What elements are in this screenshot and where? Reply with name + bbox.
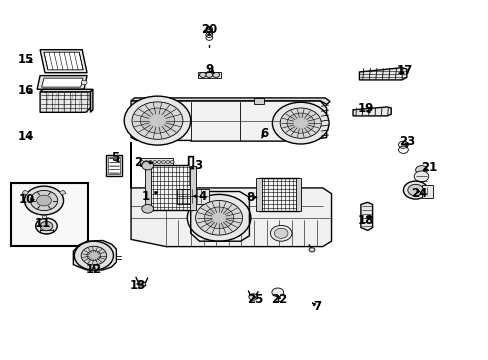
Bar [144, 166, 150, 210]
Polygon shape [73, 240, 116, 270]
Bar [255, 178, 261, 211]
Text: 20: 20 [201, 23, 217, 36]
Circle shape [403, 181, 427, 199]
Bar [177, 189, 209, 204]
Polygon shape [131, 142, 331, 247]
Circle shape [81, 80, 87, 85]
Circle shape [124, 96, 190, 145]
Bar [59, 190, 66, 195]
Text: 4: 4 [199, 190, 206, 203]
Text: 3: 3 [194, 159, 202, 172]
Circle shape [407, 184, 423, 196]
Circle shape [24, 186, 63, 215]
Circle shape [40, 221, 53, 231]
Circle shape [187, 194, 250, 241]
Polygon shape [131, 101, 326, 141]
Bar [197, 72, 221, 78]
Circle shape [270, 225, 291, 241]
Circle shape [81, 246, 106, 265]
Polygon shape [37, 76, 87, 89]
Circle shape [138, 282, 145, 287]
Circle shape [142, 161, 153, 170]
Polygon shape [359, 68, 406, 80]
Polygon shape [131, 98, 329, 104]
Text: 9: 9 [205, 63, 213, 76]
Circle shape [170, 161, 174, 163]
Text: 2: 2 [134, 156, 142, 169]
Polygon shape [360, 202, 372, 230]
Text: 17: 17 [396, 64, 412, 77]
Circle shape [204, 207, 233, 229]
Circle shape [195, 201, 242, 235]
Text: 15: 15 [17, 53, 34, 66]
Text: 13: 13 [129, 279, 146, 292]
Polygon shape [40, 89, 93, 92]
Circle shape [415, 166, 427, 174]
Bar [189, 166, 195, 210]
Text: 19: 19 [357, 102, 373, 115]
Bar [146, 166, 193, 210]
Polygon shape [40, 50, 87, 73]
Circle shape [37, 195, 51, 206]
Circle shape [30, 190, 58, 211]
Circle shape [157, 161, 161, 163]
Bar [296, 178, 301, 211]
Text: 5: 5 [111, 151, 119, 164]
Bar [258, 178, 298, 211]
Circle shape [132, 102, 183, 139]
Bar [254, 98, 264, 104]
Circle shape [212, 72, 219, 77]
Circle shape [272, 102, 328, 144]
Bar [41, 215, 46, 218]
Bar [106, 155, 122, 176]
Polygon shape [44, 52, 83, 70]
Bar [422, 185, 432, 198]
Bar [22, 190, 29, 195]
Polygon shape [40, 92, 90, 112]
Text: 6: 6 [260, 127, 267, 140]
Circle shape [280, 108, 321, 138]
Circle shape [205, 72, 212, 77]
Text: 1: 1 [142, 190, 149, 203]
Text: 22: 22 [271, 293, 287, 306]
Circle shape [74, 241, 113, 270]
Text: 12: 12 [85, 263, 102, 276]
Bar [140, 158, 173, 166]
Circle shape [153, 161, 157, 163]
Circle shape [144, 161, 148, 163]
Text: 21: 21 [420, 161, 437, 174]
Circle shape [308, 248, 314, 252]
Circle shape [161, 161, 165, 163]
Text: 24: 24 [410, 187, 427, 200]
Circle shape [286, 113, 314, 133]
Polygon shape [90, 89, 93, 112]
Text: 8: 8 [246, 191, 254, 204]
Circle shape [274, 228, 287, 238]
Bar [188, 156, 193, 186]
Text: 23: 23 [398, 135, 414, 148]
Circle shape [199, 72, 206, 77]
Circle shape [271, 288, 283, 297]
Text: 7: 7 [312, 300, 320, 313]
Circle shape [148, 161, 152, 163]
Circle shape [87, 251, 101, 261]
Text: 16: 16 [17, 84, 34, 97]
Polygon shape [41, 78, 83, 87]
Bar [11, 183, 88, 246]
Circle shape [248, 294, 257, 300]
Text: 10: 10 [19, 193, 35, 206]
Text: 18: 18 [357, 214, 373, 227]
Circle shape [165, 161, 169, 163]
Bar [108, 157, 120, 174]
Circle shape [36, 218, 57, 234]
Polygon shape [352, 107, 390, 116]
Text: 14: 14 [17, 130, 34, 143]
Text: 25: 25 [246, 293, 263, 306]
Bar [189, 157, 192, 185]
Circle shape [413, 171, 428, 182]
Circle shape [142, 204, 153, 213]
Circle shape [140, 108, 174, 133]
Text: 11: 11 [35, 217, 51, 230]
Circle shape [140, 161, 143, 163]
